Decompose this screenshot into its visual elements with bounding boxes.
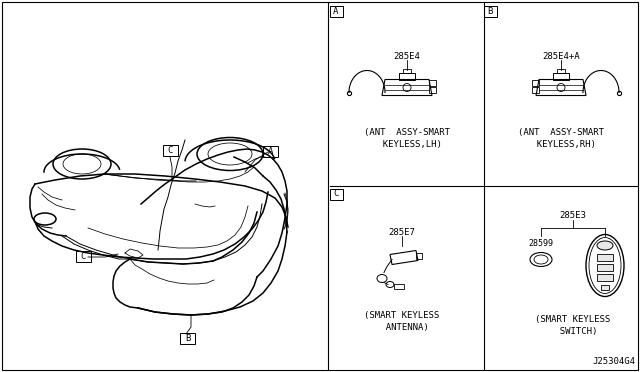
- Text: ANTENNA): ANTENNA): [375, 323, 429, 332]
- Bar: [180, 333, 195, 344]
- Bar: [429, 87, 436, 93]
- Text: B: B: [185, 334, 190, 343]
- Bar: [330, 189, 343, 200]
- Bar: [601, 285, 609, 289]
- Text: (SMART KEYLESS: (SMART KEYLESS: [364, 311, 440, 320]
- Bar: [597, 263, 613, 270]
- Text: B: B: [487, 6, 493, 16]
- Text: 285E3: 285E3: [559, 211, 586, 220]
- Bar: [330, 6, 343, 17]
- Bar: [557, 68, 565, 73]
- Bar: [263, 146, 278, 157]
- Bar: [553, 73, 569, 80]
- Text: 285E4+A: 285E4+A: [542, 52, 580, 61]
- Text: (SMART KEYLESS: (SMART KEYLESS: [536, 315, 611, 324]
- Bar: [416, 253, 422, 259]
- Bar: [403, 68, 411, 73]
- Bar: [532, 87, 539, 93]
- Text: A: A: [333, 6, 339, 16]
- Text: SWITCH): SWITCH): [549, 327, 597, 336]
- Text: 285E4: 285E4: [394, 52, 420, 61]
- Bar: [399, 73, 415, 80]
- Text: A: A: [268, 147, 273, 156]
- Bar: [484, 6, 497, 17]
- Text: KEYLESS,RH): KEYLESS,RH): [526, 140, 596, 149]
- Bar: [532, 80, 539, 86]
- Text: (ANT  ASSY-SMART: (ANT ASSY-SMART: [518, 128, 604, 137]
- Bar: [597, 273, 613, 280]
- Bar: [76, 251, 91, 262]
- Text: C: C: [333, 189, 339, 199]
- Bar: [597, 253, 613, 260]
- Text: C: C: [168, 146, 173, 155]
- Ellipse shape: [597, 241, 613, 250]
- Bar: [163, 145, 178, 156]
- Text: 28599: 28599: [529, 239, 554, 248]
- Bar: [394, 283, 404, 289]
- Text: (ANT  ASSY-SMART: (ANT ASSY-SMART: [364, 128, 450, 137]
- Text: 285E7: 285E7: [388, 228, 415, 237]
- Bar: [429, 80, 436, 86]
- Text: KEYLESS,LH): KEYLESS,LH): [372, 140, 442, 149]
- Text: J25304G4: J25304G4: [592, 357, 635, 366]
- Text: C: C: [81, 252, 86, 261]
